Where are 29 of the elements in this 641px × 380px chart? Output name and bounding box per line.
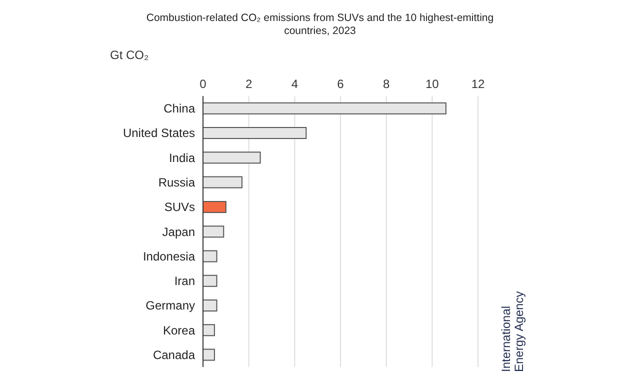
y-tick-label: Indonesia	[142, 249, 196, 264]
bar	[203, 324, 215, 336]
text: International Energy Agency	[499, 290, 526, 372]
y-tick-label: Russia	[158, 175, 196, 190]
bar	[203, 176, 242, 188]
y-tick-label: SUVs	[164, 200, 195, 214]
bar	[203, 274, 218, 287]
x-tick-label: 4	[291, 77, 298, 91]
bar	[203, 348, 215, 361]
y-tick-label: Canada	[152, 348, 196, 362]
x-axis-title: Gt CO₂	[110, 48, 149, 62]
chart-title: Combustion-related CO₂ emissions from SUVs and the 10 highest-emitting countries, 2023	[145, 12, 495, 38]
bar	[203, 250, 218, 262]
y-tick-label: Japan	[162, 224, 195, 239]
y-tick-label: Germany	[146, 298, 195, 313]
bar	[203, 299, 218, 312]
y-tick-label: United States	[122, 126, 195, 140]
x-tick-label: 2	[245, 77, 252, 91]
bar	[203, 200, 226, 213]
y-tick-label: Iran	[174, 274, 195, 288]
y-tick-label: India	[168, 150, 196, 165]
x-tick-label: 6	[337, 77, 344, 91]
x-tick-label: 12	[471, 77, 485, 91]
bar	[203, 226, 224, 238]
y-tick-label: Korea	[162, 323, 196, 338]
x-tick-label: 8	[382, 77, 390, 91]
x-tick-label: 10	[425, 77, 440, 91]
x-tick-label: 0	[200, 77, 207, 91]
y-tick-label: China	[164, 102, 196, 116]
